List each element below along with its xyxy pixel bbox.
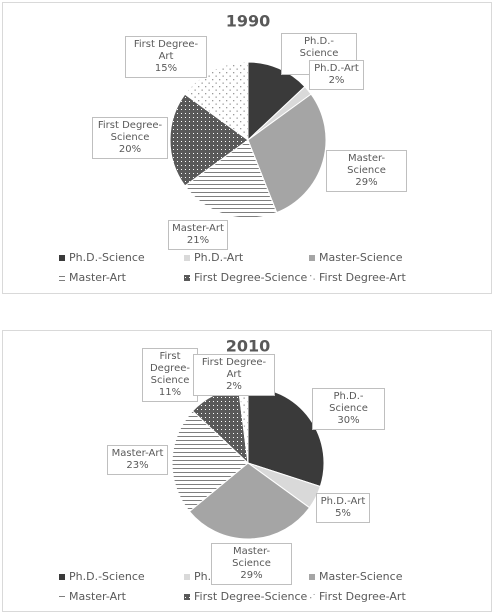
data-label-category: Master-Art	[172, 223, 224, 234]
data-label-value: 11%	[158, 387, 182, 398]
data-label: First Degree-Science 20%	[92, 117, 168, 159]
pie-slice	[169, 93, 249, 187]
data-label-category: First Degree-Art	[201, 357, 267, 380]
data-label: Ph.D.-Art 5%	[316, 493, 370, 523]
legend-label: First Degree-Art	[319, 271, 406, 284]
data-label-category: Master-Science	[347, 153, 386, 176]
legend-label: First Degree-Science	[194, 271, 308, 284]
data-label: First Degree-Art 15%	[125, 36, 207, 78]
legend-label: Ph.D.-Art	[194, 251, 244, 264]
legend-swatch	[309, 594, 315, 600]
legend-label: Ph.D.-Science	[69, 570, 145, 583]
data-label: Master-Science 29%	[326, 150, 407, 192]
chart-frame	[2, 330, 492, 612]
data-label-value: 2%	[226, 381, 242, 392]
legend-swatch	[59, 574, 65, 580]
data-label-category: Ph.D.-Science	[329, 391, 368, 414]
data-label-category: Master-Art	[111, 448, 164, 459]
data-label-category: First Degree-Art	[133, 39, 199, 62]
legend-swatch	[309, 275, 315, 281]
data-label-value: 15%	[154, 63, 178, 74]
legend-label: Master-Art	[69, 271, 127, 284]
chart-title: 1990	[226, 12, 271, 31]
data-label-value: 2%	[328, 75, 345, 86]
legend-swatch	[59, 594, 65, 600]
legend-swatch	[184, 574, 190, 580]
data-label: Master-Art 21%	[168, 220, 228, 250]
data-label: Ph.D.-Art 2%	[309, 60, 364, 90]
pie-slice	[171, 410, 249, 513]
legend-label: Master-Science	[319, 251, 403, 264]
data-label-value: 20%	[118, 144, 142, 155]
pie-slice	[184, 139, 278, 219]
data-label-category: Ph.D.-Art	[320, 496, 366, 507]
pie-slice	[247, 93, 327, 214]
data-label-category: Ph.D.-Art	[314, 63, 359, 74]
legend-swatch	[59, 275, 65, 281]
legend-label: First Degree-Science	[194, 590, 308, 603]
legend-label: Ph.D.-Science	[69, 251, 145, 264]
data-label: Ph.D.-Science 30%	[312, 388, 385, 430]
data-label-category: First Degree-Science	[97, 120, 163, 143]
data-label-category: Ph.D.-Science	[299, 36, 339, 59]
legend-swatch	[59, 255, 65, 261]
chart-frame	[2, 2, 492, 294]
legend-swatch	[309, 574, 315, 580]
data-label-value: 21%	[186, 235, 210, 246]
legend-swatch	[309, 255, 315, 261]
pie-slice	[184, 61, 249, 141]
legend-swatch	[184, 275, 190, 281]
legend-label: Master-Art	[69, 590, 127, 603]
data-label-category: First Degree-Science	[149, 351, 190, 386]
pie-slice	[188, 462, 311, 540]
data-label: First Degree-Science 11%	[142, 348, 198, 402]
data-label-category: Master-Science	[232, 546, 271, 569]
data-label-value: 29%	[240, 570, 263, 581]
data-label: First Degree-Art 2%	[193, 354, 275, 396]
legend-label: Master-Science	[319, 570, 403, 583]
data-label-value: 29%	[355, 177, 378, 188]
data-label: Master-Art 23%	[107, 445, 168, 475]
data-label-value: 30%	[337, 415, 360, 426]
legend-swatch	[184, 594, 190, 600]
pie-slice	[247, 61, 306, 142]
data-label: Master-Science 29%	[211, 543, 292, 585]
chart-title: 2010	[226, 337, 271, 356]
data-label-value: 23%	[126, 460, 149, 471]
legend-swatch	[184, 255, 190, 261]
data-label-value: 5%	[335, 508, 351, 519]
legend-label: First Degree-Art	[319, 590, 406, 603]
